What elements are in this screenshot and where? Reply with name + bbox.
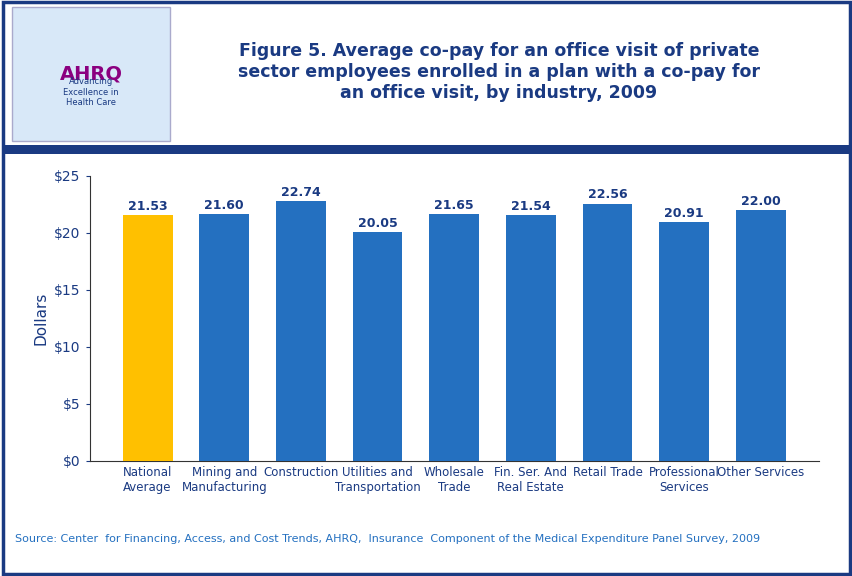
Bar — [429, 214, 479, 461]
Y-axis label: Dollars: Dollars — [33, 291, 49, 345]
Text: 22.56: 22.56 — [587, 188, 626, 202]
Text: Advancing
Excellence in
Health Care: Advancing Excellence in Health Care — [63, 77, 119, 107]
Bar — [123, 215, 172, 461]
Bar — [199, 214, 249, 461]
Text: Figure 5. Average co-pay for an office visit of private
sector employees enrolle: Figure 5. Average co-pay for an office v… — [238, 42, 759, 102]
Text: 22.00: 22.00 — [740, 195, 780, 208]
Text: AHRQ: AHRQ — [60, 65, 123, 83]
Bar — [352, 232, 402, 461]
Text: 20.05: 20.05 — [357, 217, 397, 230]
Bar — [659, 222, 708, 461]
Text: 21.54: 21.54 — [510, 200, 550, 213]
Text: 21.65: 21.65 — [434, 199, 474, 212]
Bar — [505, 215, 556, 461]
Text: Source: Center  for Financing, Access, and Cost Trends, AHRQ,  Insurance  Compon: Source: Center for Financing, Access, an… — [15, 535, 760, 544]
Bar — [276, 202, 325, 461]
Text: 22.74: 22.74 — [280, 187, 320, 199]
Text: 21.53: 21.53 — [128, 200, 167, 213]
Text: 20.91: 20.91 — [664, 207, 703, 220]
Bar — [582, 203, 631, 461]
Bar — [735, 210, 785, 461]
Text: 21.60: 21.60 — [204, 199, 244, 213]
